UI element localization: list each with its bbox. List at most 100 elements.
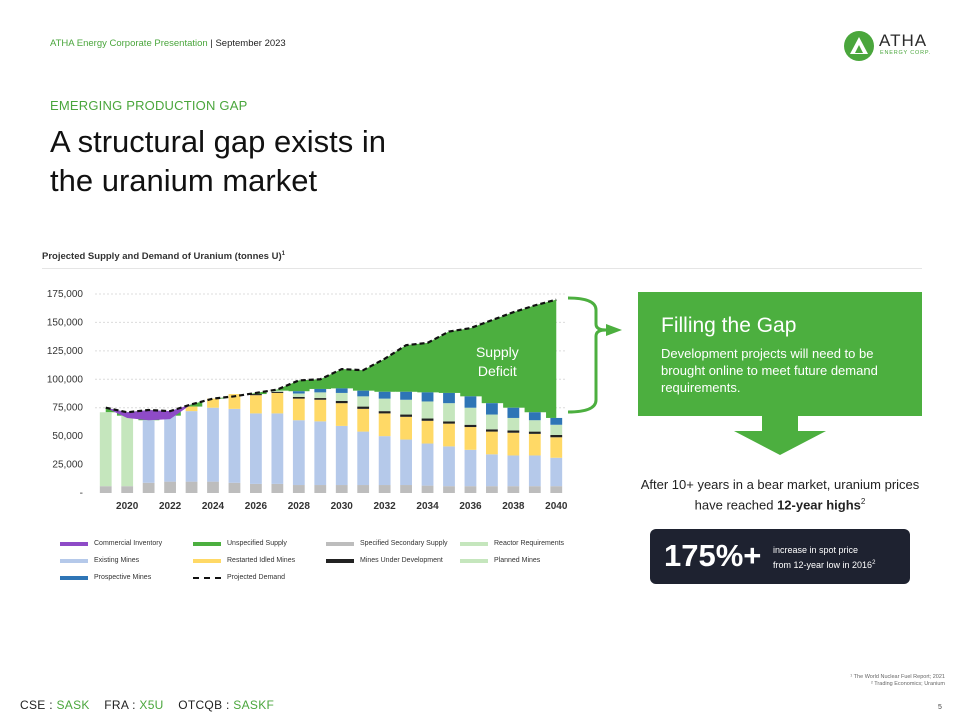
x-tick-label: 2034: [416, 501, 439, 512]
chart-title-footnote-mark: 1: [281, 251, 285, 257]
bar-segment-specified-secondary-supply: [292, 485, 305, 493]
bar-segment-existing-mines: [528, 455, 541, 487]
bar-segment-prospective-mines: [421, 392, 434, 402]
bar-segment-planned-mines: [357, 396, 370, 407]
legend-swatch: [460, 542, 488, 546]
projected-demand-line: [105, 298, 557, 414]
stat-caption-line2-wrap: from 12-year low in 20162: [773, 557, 875, 572]
stat-caption-line1: increase in spot price: [773, 545, 859, 555]
bar-segment-restarted-idled-mines: [250, 395, 262, 414]
bar-segment-mines-under-development: [292, 396, 305, 399]
legend-label: Reactor Requirements: [494, 540, 565, 547]
bar-segment-existing-mines: [250, 413, 262, 484]
bar-segment-specified-secondary-supply: [121, 486, 134, 493]
legend-label: Projected Demand: [227, 574, 285, 581]
bar-segment-existing-mines: [207, 407, 219, 482]
bar-segment-existing-mines: [378, 436, 391, 486]
bar-segment-existing-mines: [271, 413, 284, 484]
bar-segment-prospective-mines: [528, 412, 541, 421]
stat-box: [650, 529, 910, 584]
bracket-arrow-icon: [567, 296, 622, 414]
bar-segment-restarted-idled-mines: [335, 403, 348, 426]
bar-segment-specified-secondary-supply: [464, 486, 477, 493]
bar-segment-specified-secondary-supply: [400, 485, 412, 493]
legend-swatch: [60, 576, 88, 580]
bar-segment-specified-secondary-supply: [271, 483, 284, 493]
bar-segment-specified-secondary-supply: [185, 481, 198, 493]
ticker-symbols: CSE : SASK FRA : X5U OTCQB : SASKF: [20, 698, 274, 712]
bar-segment-specified-secondary-supply: [507, 486, 520, 493]
y-tick-label: 175,000: [47, 289, 84, 300]
bar-segment-restarted-idled-mines: [271, 392, 284, 414]
bar-segment-mines-under-development: [357, 406, 370, 409]
y-tick-label: 25,000: [52, 460, 83, 471]
bar-segment-existing-mines: [507, 455, 520, 487]
supply-deficit-label: Deficit: [478, 363, 517, 379]
bar-segment-restarted-idled-mines: [550, 437, 563, 458]
bar-segment-existing-mines: [443, 446, 455, 487]
bar-segment-restarted-idled-mines: [314, 399, 327, 422]
header-separator: |: [210, 38, 213, 49]
y-tick-label: 125,000: [47, 346, 84, 357]
footnote-1: ¹ The World Nuclear Fuel Report; 2021: [850, 674, 945, 680]
legend-swatch: [326, 542, 354, 546]
legend-swatch: [193, 559, 221, 563]
bar-segment-mines-under-development: [507, 430, 520, 433]
logo-wordmark: ATHA: [879, 31, 928, 50]
legend-swatch: [60, 542, 88, 546]
logo-subtitle: ENERGY CORP.: [880, 50, 931, 56]
bar-segment-prospective-mines: [550, 417, 563, 425]
x-tick-label: 2040: [545, 501, 568, 512]
stat-caption: increase in spot price from 12-year low …: [773, 544, 875, 572]
commercial-inventory-area: [105, 404, 192, 421]
bar-segment-planned-mines: [486, 414, 498, 430]
bar-segment-planned-mines: [443, 403, 455, 422]
y-tick-label: 150,000: [47, 317, 84, 328]
legend-swatch: [193, 577, 221, 579]
x-tick-label: 2024: [202, 501, 225, 512]
x-tick-label: 2030: [331, 501, 354, 512]
y-tick-label: 75,000: [52, 403, 83, 414]
x-tick-label: 2020: [116, 501, 139, 512]
page-title: A structural gap exists in the uranium m…: [50, 122, 570, 200]
bar-segment-prospective-mines: [357, 390, 370, 397]
y-tick-label: 100,000: [47, 374, 84, 385]
legend-swatch: [460, 559, 488, 563]
bar-segment-planned-mines: [528, 420, 541, 432]
stat-value: 175%+: [664, 538, 762, 573]
presentation-name: ATHA Energy Corporate Presentation: [50, 38, 208, 49]
y-tick-label: -: [80, 488, 83, 499]
bar-segment-specified-secondary-supply: [142, 482, 155, 493]
legend-swatch: [193, 542, 221, 546]
x-tick-label: 2036: [459, 501, 482, 512]
bar-segment-specified-secondary-supply: [207, 481, 219, 493]
bar-segment-specified-secondary-supply: [314, 485, 327, 493]
bar-segment-existing-mines: [228, 408, 241, 483]
chart-title: Projected Supply and Demand of Uranium (…: [42, 251, 285, 262]
market-highs-footnote-mark: 2: [860, 497, 866, 506]
bar-segment-specified-secondary-supply: [357, 485, 370, 493]
bar-segment-restarted-idled-mines: [357, 408, 370, 432]
bar-segment-existing-mines: [550, 457, 563, 487]
bar-segment-specified-secondary-supply: [99, 486, 112, 493]
bar-segment-specified-secondary-supply: [228, 482, 241, 493]
bar-segment-prospective-mines: [486, 403, 498, 415]
cse-ticker: SASK: [56, 698, 90, 712]
bar-segment-restarted-idled-mines: [443, 423, 455, 447]
bar-segment-restarted-idled-mines: [378, 413, 391, 437]
x-tick-label: 2026: [245, 501, 268, 512]
legend-label: Prospective Mines: [94, 574, 152, 581]
bar-segment-restarted-idled-mines: [185, 406, 198, 412]
bar-segment-existing-mines: [164, 415, 176, 482]
x-tick-label: 2028: [288, 501, 311, 512]
bar-segment-mines-under-development: [314, 398, 327, 400]
bar-segment-prospective-mines: [314, 388, 327, 393]
legend-label: Commercial Inventory: [94, 540, 163, 547]
footnote-2: ² Trading Economics; Uranium: [871, 681, 945, 687]
bar-segment-restarted-idled-mines: [292, 398, 305, 421]
filling-gap-box: [638, 292, 922, 416]
market-highs-lead: After 10+ years in a bear market, uraniu…: [640, 477, 920, 513]
bar-segment-existing-mines: [421, 443, 434, 486]
uranium-supply-demand-chart: - 25,000 50,000 75,000 100,000 125,000 150,000…: [47, 289, 568, 512]
bar-segment-planned-mines: [507, 417, 520, 431]
